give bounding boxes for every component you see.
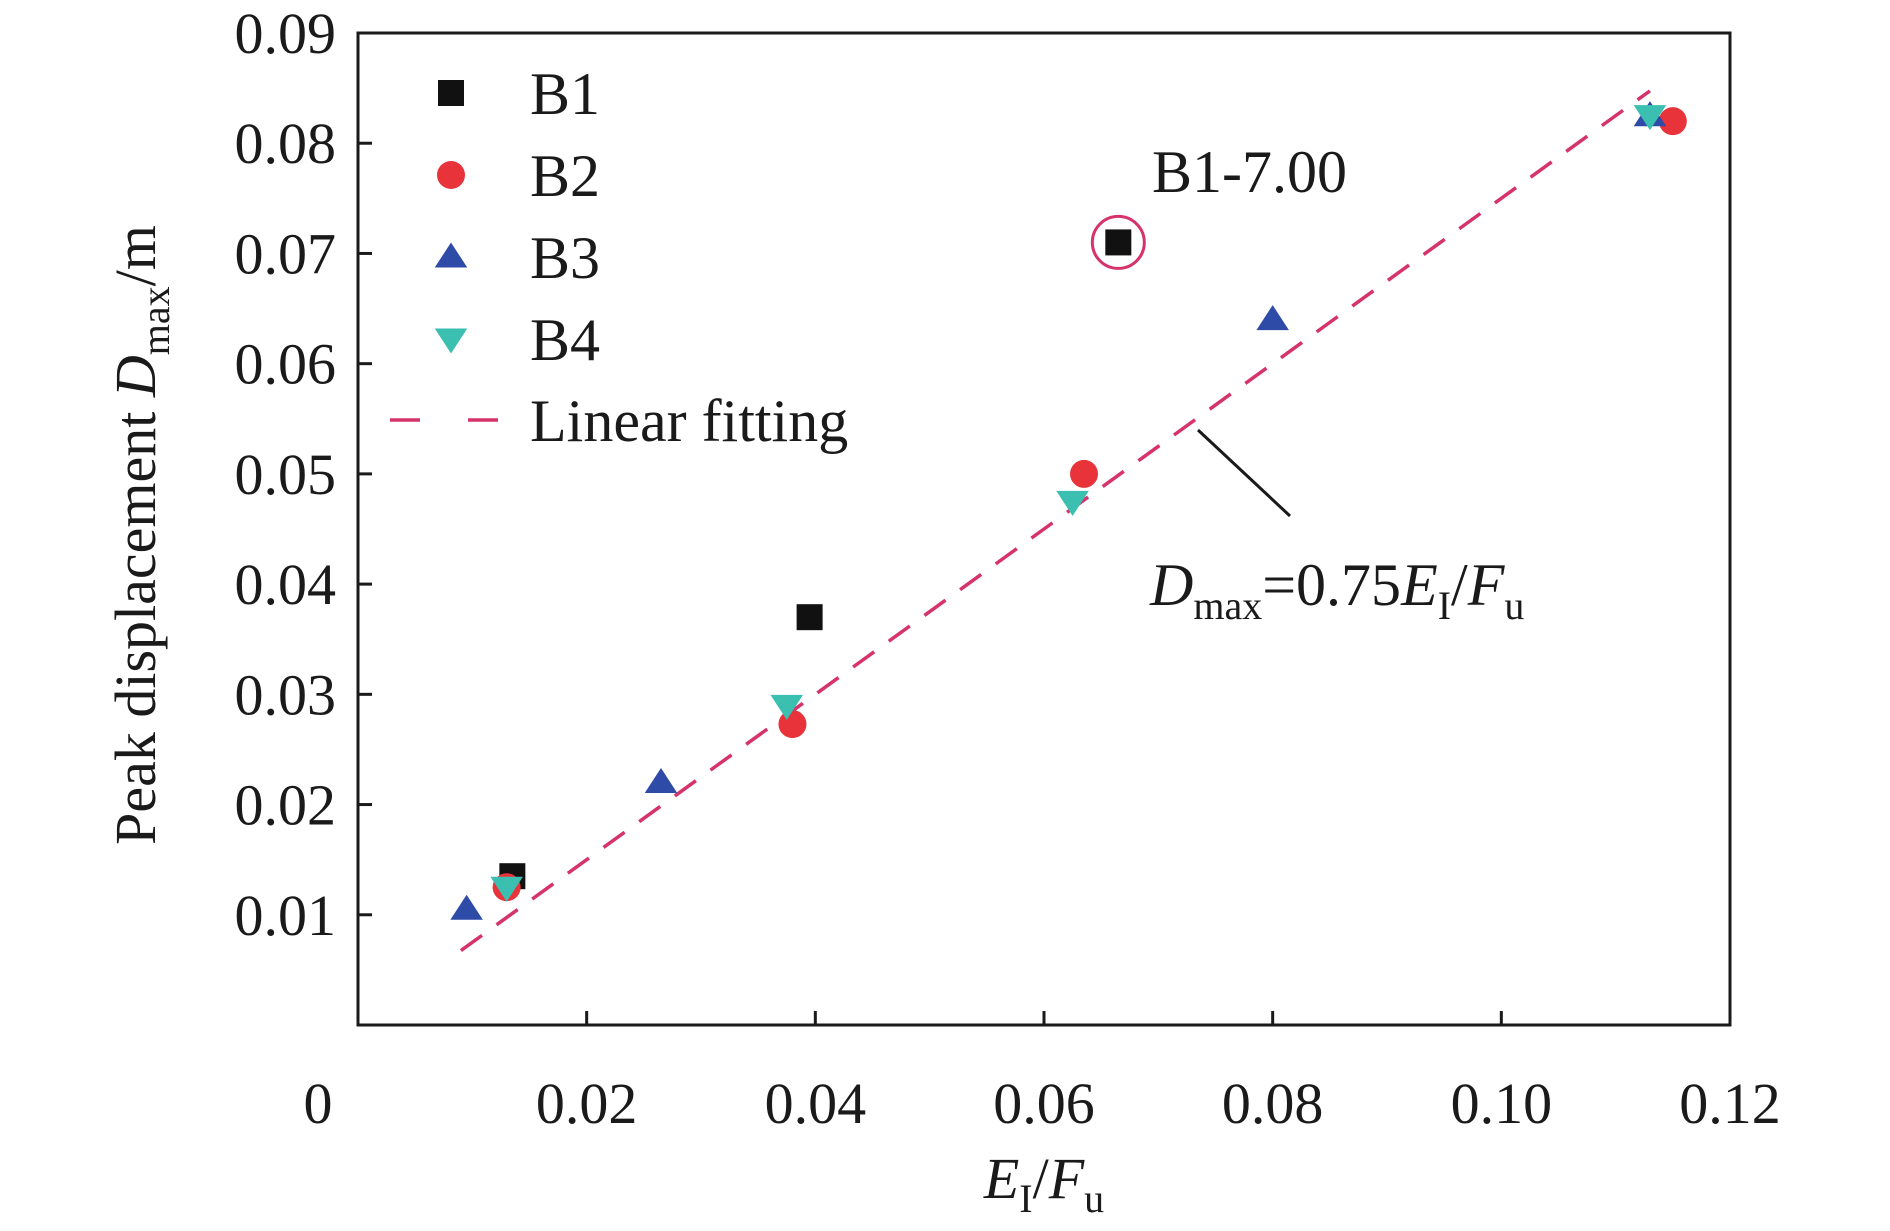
legend-marker-b2 <box>437 161 465 189</box>
x-axis-label-part: F <box>1048 1146 1085 1211</box>
legend-marker-b3 <box>434 242 468 268</box>
y-tick-label: 0.05 <box>235 442 337 507</box>
legend-label-b3: B3 <box>530 225 600 291</box>
y-axis-label-part: Peak displacement <box>103 397 168 845</box>
fit-line-layer <box>459 89 1651 953</box>
y-axis-label: Peak displacement Dmax/m <box>103 225 178 845</box>
legend: B1 B2 B3 B4 Linear fitting <box>390 61 848 454</box>
y-tick-label: 0.04 <box>235 552 337 617</box>
equation-leader-line <box>1196 428 1292 518</box>
y-tick-label: 0.02 <box>235 773 337 838</box>
point-b3 <box>450 894 483 920</box>
x-axis-ticks: 0 0.02 0.04 0.06 0.08 0.10 0.12 <box>304 1011 1781 1136</box>
axis-labels: EI/Fu Peak displacement Dmax/m <box>103 225 1104 1221</box>
x-axis-label-part: E <box>983 1146 1019 1211</box>
fit-equation-part: E <box>1400 552 1438 618</box>
fit-equation-part: / <box>1451 552 1468 618</box>
fit-equation-part: D <box>1149 552 1193 618</box>
highlight-circle <box>1090 214 1146 270</box>
legend-label-fit: Linear fitting <box>530 388 848 454</box>
annotation: B1-7.00 Dmax=0.75EI/Fu <box>1090 139 1524 628</box>
fit-equation-part: F <box>1467 552 1506 618</box>
y-tick-label: 0.01 <box>235 883 337 948</box>
x-axis-label-part: I <box>1019 1176 1032 1221</box>
point-b4 <box>770 694 803 720</box>
x-axis-label-part: u <box>1084 1176 1104 1221</box>
point-b2 <box>1658 107 1687 136</box>
legend-label-b1: B1 <box>530 61 600 127</box>
point-b4 <box>490 876 523 902</box>
data-points <box>450 101 1687 920</box>
y-tick-label: 0.09 <box>235 1 337 66</box>
y-axis-label-part: D <box>103 355 168 398</box>
x-tick-label: 0.02 <box>536 1071 638 1136</box>
x-axis-label-part: / <box>1033 1146 1050 1211</box>
fit-equation-part: I <box>1438 583 1451 628</box>
y-axis-label-part: /m <box>103 225 168 286</box>
x-tick-label: 0.04 <box>765 1071 867 1136</box>
y-axis-label-part: max <box>133 286 178 355</box>
point-b1 <box>796 604 823 631</box>
x-tick-label: 0.06 <box>993 1071 1095 1136</box>
point-b2 <box>778 710 807 739</box>
annotation-label: B1-7.00 <box>1152 139 1347 205</box>
point-b3 <box>644 768 678 794</box>
legend-marker-b1 <box>438 80 464 106</box>
x-tick-label: 0.12 <box>1679 1071 1781 1136</box>
fit-equation: Dmax=0.75EI/Fu <box>1149 552 1524 628</box>
linear-fit-line <box>459 89 1651 953</box>
point-b3 <box>1256 305 1289 331</box>
fit-equation-part: =0.75 <box>1262 552 1401 618</box>
y-tick-label: 0.08 <box>235 111 337 176</box>
point-b2 <box>1070 459 1099 488</box>
x-tick-label: 0.10 <box>1451 1071 1553 1136</box>
legend-label-b4: B4 <box>530 307 600 373</box>
fit-equation-part: u <box>1504 583 1524 628</box>
x-tick-label: 0.08 <box>1222 1071 1324 1136</box>
y-tick-label: 0.03 <box>235 662 337 727</box>
y-tick-label: 0.06 <box>235 332 337 397</box>
point-b4 <box>1633 105 1667 131</box>
x-tick-label: 0 <box>304 1071 333 1136</box>
point-b4 <box>1056 490 1089 516</box>
y-tick-label: 0.07 <box>235 221 337 286</box>
x-axis-label: EI/Fu <box>983 1146 1104 1221</box>
point-b1 <box>1105 229 1132 256</box>
legend-marker-b4 <box>434 328 468 354</box>
y-axis-ticks: 0.01 0.02 0.03 0.04 0.05 0.06 0.07 0.08 0.09 <box>235 1 372 948</box>
fit-equation-part: max <box>1193 583 1262 628</box>
legend-label-b2: B2 <box>530 143 600 209</box>
